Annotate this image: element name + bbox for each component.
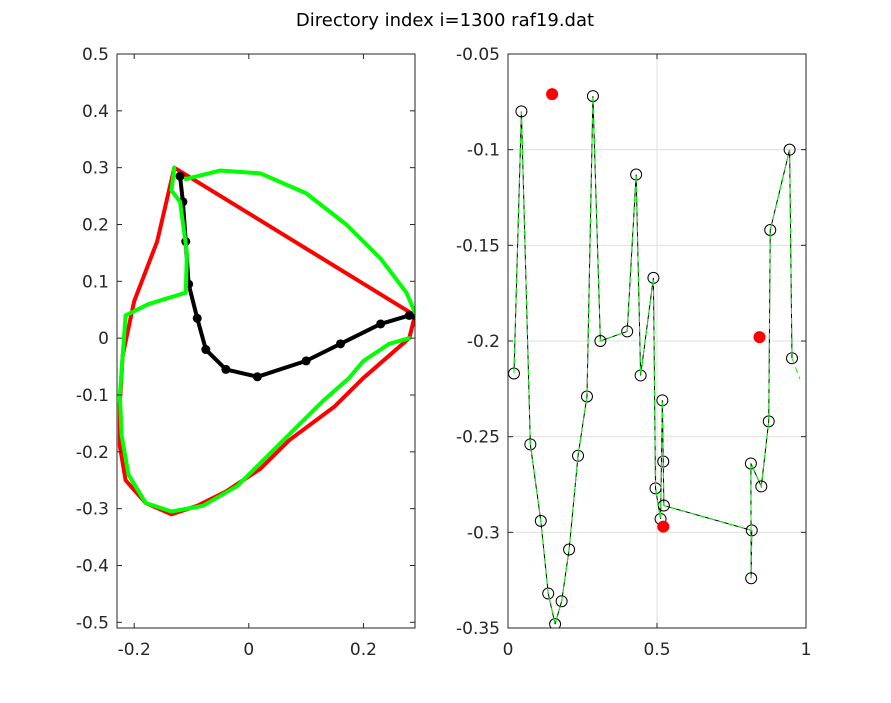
data-point-open-circle [515, 105, 528, 118]
data-point-black [376, 319, 386, 329]
series-group [508, 88, 801, 628]
series-line-green [117, 165, 412, 514]
y-tick-label: -0.1 [76, 386, 109, 406]
data-point-black [336, 339, 345, 349]
y-tick-label: 0 [98, 329, 109, 349]
left-axes: -0.2 0 0.2 0.5 0.4 0.3 0.2 0.1 0 -0.1 -0.2 -0.3 -0.4… [76, 45, 416, 660]
data-point-filled-red [753, 331, 766, 344]
data-point-black [252, 372, 262, 382]
y-tick-label: -0.3 [467, 523, 500, 543]
data-point-black [301, 356, 311, 366]
data-point-open-circle [555, 595, 568, 608]
data-point-open-circle [745, 572, 758, 585]
data-point-open-circle [563, 543, 576, 556]
y-tick-label: 0.1 [82, 272, 109, 292]
y-tick-label: -0.35 [456, 619, 500, 639]
series-line-green [183, 168, 415, 315]
y-tick-label: -0.2 [467, 332, 500, 352]
data-point-open-circle [783, 143, 796, 156]
data-point-open-circle [542, 587, 555, 600]
figure-title: Directory index i=1300 raf19.dat [296, 10, 594, 31]
data-point-black [175, 171, 185, 181]
y-tick-label: -0.4 [76, 556, 109, 576]
plot-area [117, 54, 415, 628]
x-tick-label: 0 [243, 640, 254, 660]
data-point-open-circle [745, 524, 758, 537]
data-point-open-circle [755, 480, 768, 493]
data-point-open-circle [594, 335, 607, 347]
data-point-black [221, 364, 231, 374]
y-tick-label: -0.25 [456, 428, 500, 448]
data-point-open-circle [524, 438, 537, 451]
axes-box [116, 53, 416, 629]
x-tick-label: 0.2 [350, 640, 377, 660]
y-tick-label: -0.2 [76, 443, 109, 463]
data-point-black [201, 345, 211, 355]
y-tick-label: 0.3 [82, 159, 109, 179]
data-point-open-circle [621, 325, 634, 338]
y-tick-label: 0.2 [82, 215, 109, 235]
y-tick-label: 0.4 [82, 102, 109, 122]
data-point-open-circle [549, 618, 562, 628]
data-point-black [192, 313, 202, 323]
data-point-filled-red [546, 88, 559, 101]
y-tick-label: -0.1 [467, 141, 500, 161]
series-group [117, 165, 415, 517]
data-point-open-circle [572, 449, 585, 462]
x-tick-label: 1 [801, 640, 812, 660]
x-tick-label: -0.2 [118, 640, 151, 660]
y-tick-label: -0.3 [76, 500, 109, 520]
right-axes: 0 0.5 1 -0.05 -0.1 -0.15 -0.2 -0.25 -0.3 -0.35 [456, 45, 811, 660]
data-point-open-circle [534, 514, 547, 527]
data-point-filled-red [657, 520, 670, 533]
y-tick-label: -0.5 [76, 613, 109, 633]
series-line-dashed-green [513, 96, 801, 625]
y-tick-label: 0.5 [82, 45, 109, 65]
y-tick-label: -0.15 [456, 236, 500, 256]
x-tick-label: 0.5 [643, 640, 670, 660]
x-tick-label: 0 [503, 640, 514, 660]
y-tick-label: -0.05 [456, 45, 500, 65]
